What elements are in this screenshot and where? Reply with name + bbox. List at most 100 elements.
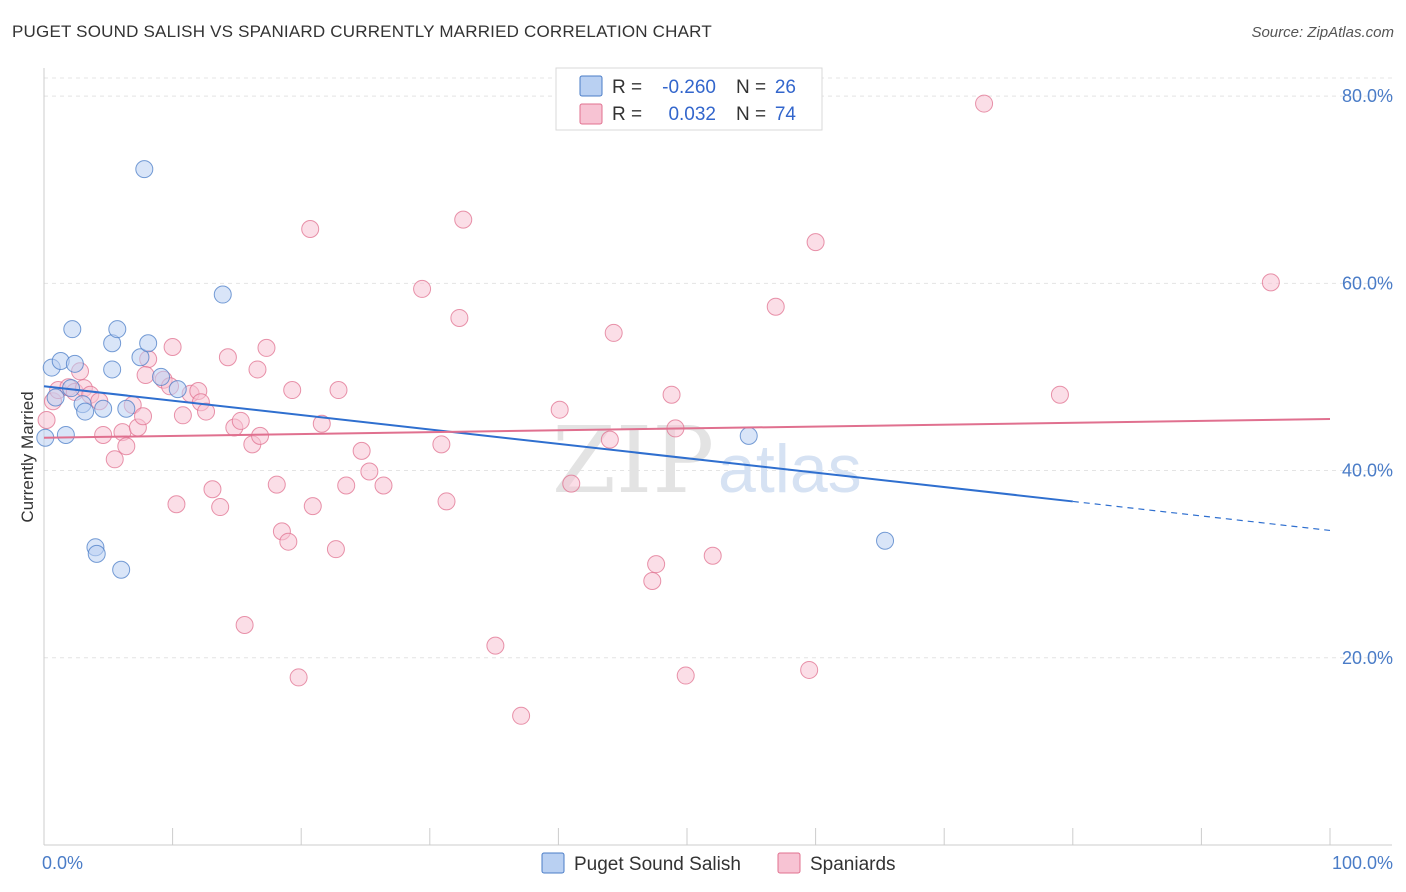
spaniard-point-69 <box>806 233 825 252</box>
spaniard-point-63 <box>662 385 681 404</box>
spaniard-point-62 <box>647 555 666 574</box>
salish-point-4 <box>56 425 75 444</box>
watermark: ZIP atlas <box>552 407 862 514</box>
spaniard-point-20 <box>167 495 186 514</box>
legend-r-value-1: -0.260 <box>662 77 716 98</box>
legend-r-label-1: R = <box>612 77 642 98</box>
watermark-zip: ZIP <box>552 407 714 514</box>
spaniard-point-38 <box>279 532 298 551</box>
spaniard-point-73 <box>136 366 155 385</box>
legend-swatch-blue <box>579 75 603 97</box>
trend-line-salish-extension <box>1072 500 1331 532</box>
spaniard-point-39 <box>283 381 302 400</box>
spaniard-point-30 <box>231 411 250 430</box>
legend-swatch-pink <box>579 103 603 125</box>
spaniard-point-52 <box>437 492 456 511</box>
y-tick-labels: 20.0% 40.0% 60.0% 80.0% <box>1342 86 1393 668</box>
spaniard-point-54 <box>454 210 473 229</box>
legend-r-label-2: R = <box>612 104 642 125</box>
salish-point-6 <box>63 320 82 339</box>
spaniard-point-57 <box>550 400 569 419</box>
spaniard-point-59 <box>600 430 619 449</box>
legend-n-value-2: 74 <box>775 104 797 125</box>
spaniard-point-45 <box>329 381 348 400</box>
trend-lines <box>43 385 1331 532</box>
data-points <box>36 94 1280 725</box>
legend-r-value-2: 0.032 <box>668 104 716 125</box>
salish-point-7 <box>65 354 84 373</box>
salish-point-22 <box>168 380 187 399</box>
spaniard-point-61 <box>643 572 662 591</box>
salish-point-16 <box>112 560 131 579</box>
salish-point-21 <box>152 367 171 386</box>
spaniard-point-42 <box>303 497 322 516</box>
spaniard-point-0 <box>37 410 56 429</box>
x-tick-labels: 0.0% 100.0% <box>42 853 1393 873</box>
spaniard-point-12 <box>117 437 136 456</box>
trend-line-salish <box>43 385 1073 503</box>
spaniard-point-28 <box>218 348 237 367</box>
spaniard-point-9 <box>94 425 113 444</box>
y-tick-label-0: 20.0% <box>1342 648 1393 668</box>
legend-n-label-2: N = <box>736 104 766 125</box>
chart-title: PUGET SOUND SALISH VS SPANIARD CURRENTLY… <box>12 22 712 41</box>
axes <box>43 68 1392 846</box>
spaniard-point-58 <box>562 474 581 493</box>
spaniard-point-10 <box>105 450 124 469</box>
spaniard-point-50 <box>413 279 432 298</box>
spaniard-point-40 <box>289 668 308 687</box>
spaniard-point-66 <box>703 546 722 565</box>
spaniard-point-44 <box>326 540 345 559</box>
spaniard-point-34 <box>251 426 270 445</box>
spaniard-point-26 <box>203 480 222 499</box>
spaniard-point-65 <box>676 666 695 685</box>
spaniard-point-25 <box>197 402 216 421</box>
spaniard-point-43 <box>312 414 331 433</box>
salish-point-15 <box>108 320 127 339</box>
spaniard-point-72 <box>1261 273 1280 292</box>
salish-point-17 <box>117 399 136 418</box>
spaniard-point-56 <box>512 706 531 725</box>
spaniard-point-70 <box>975 94 994 113</box>
salish-point-14 <box>103 360 122 379</box>
salish-point-20 <box>139 334 158 353</box>
spaniard-point-33 <box>248 360 267 379</box>
grid-lines <box>44 77 1392 659</box>
salish-point-18 <box>131 348 150 367</box>
spaniard-point-27 <box>211 498 230 517</box>
spaniard-point-46 <box>337 476 356 495</box>
spaniard-point-35 <box>257 338 276 357</box>
spaniard-point-36 <box>267 475 286 494</box>
spaniard-point-55 <box>486 636 505 655</box>
y-axis-label: Currently Married <box>18 391 37 522</box>
source-label: Source: ZipAtlas.com <box>1251 24 1394 41</box>
bottom-legend-label-spaniards: Spaniards <box>810 854 896 875</box>
legend-n-value-1: 26 <box>775 77 796 98</box>
trend-line-spaniards <box>43 418 1331 439</box>
x-tick-label-0: 0.0% <box>42 853 83 873</box>
x-tick-label-1: 100.0% <box>1332 853 1393 873</box>
y-tick-label-1: 40.0% <box>1342 461 1393 481</box>
salish-point-24 <box>739 426 758 445</box>
salish-point-2 <box>46 388 65 407</box>
salish-point-9 <box>76 402 95 421</box>
spaniard-point-48 <box>360 462 379 481</box>
salish-point-12 <box>94 399 113 418</box>
spaniard-point-51 <box>432 435 451 454</box>
spaniard-point-67 <box>766 297 785 316</box>
spaniard-point-19 <box>163 337 182 356</box>
spaniard-point-41 <box>301 220 320 239</box>
y-tick-label-3: 80.0% <box>1342 86 1393 106</box>
salish-point-23 <box>213 285 232 304</box>
spaniard-point-60 <box>604 323 623 342</box>
spaniard-point-49 <box>374 476 393 495</box>
salish-point-19 <box>135 160 154 179</box>
spaniard-point-31 <box>235 616 254 635</box>
legend: R = -0.260 N = 26 R = 0.032 N = 74 <box>555 67 823 131</box>
spaniard-point-47 <box>352 441 371 460</box>
legend-n-label-1: N = <box>736 77 766 98</box>
spaniard-point-15 <box>134 407 153 426</box>
spaniard-point-68 <box>800 660 819 679</box>
bottom-legend-swatch-pink <box>777 852 801 874</box>
